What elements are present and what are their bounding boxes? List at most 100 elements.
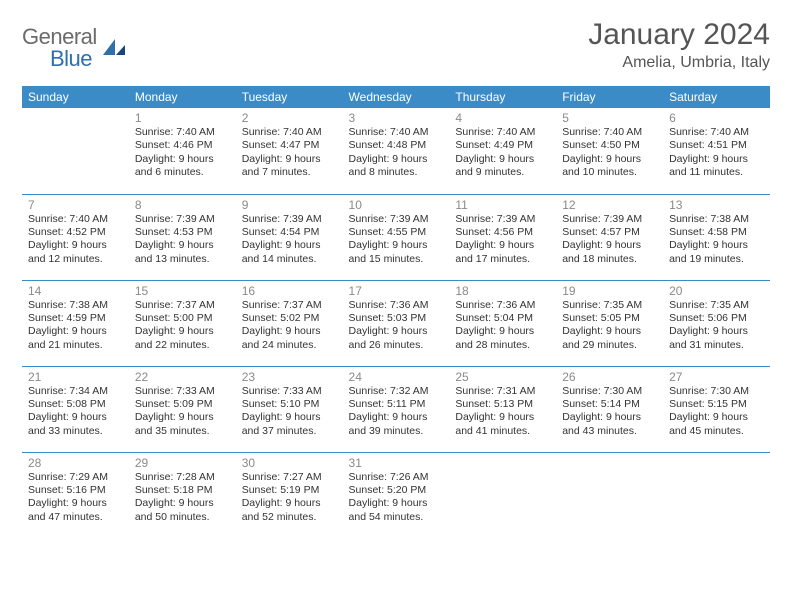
sunrise-line: Sunrise: 7:38 AM xyxy=(669,213,764,226)
daylight-line: and 7 minutes. xyxy=(242,166,337,179)
daylight-line: Daylight: 9 hours xyxy=(562,153,657,166)
daylight-line: and 26 minutes. xyxy=(349,339,444,352)
daylight-line: Daylight: 9 hours xyxy=(562,239,657,252)
sunrise-line: Sunrise: 7:29 AM xyxy=(28,471,123,484)
sunset-line: Sunset: 5:16 PM xyxy=(28,484,123,497)
daylight-line: Daylight: 9 hours xyxy=(28,325,123,338)
daylight-line: Daylight: 9 hours xyxy=(562,411,657,424)
calendar-day-cell: 10Sunrise: 7:39 AMSunset: 4:55 PMDayligh… xyxy=(343,194,450,280)
daylight-line: Daylight: 9 hours xyxy=(669,239,764,252)
daylight-line: Daylight: 9 hours xyxy=(135,411,230,424)
day-number: 19 xyxy=(562,284,657,298)
calendar-day-cell xyxy=(556,452,663,538)
day-number: 16 xyxy=(242,284,337,298)
sunrise-line: Sunrise: 7:39 AM xyxy=(242,213,337,226)
sunrise-line: Sunrise: 7:40 AM xyxy=(242,126,337,139)
daylight-line: Daylight: 9 hours xyxy=(242,153,337,166)
daylight-line: Daylight: 9 hours xyxy=(28,411,123,424)
daylight-line: Daylight: 9 hours xyxy=(562,325,657,338)
day-number: 5 xyxy=(562,111,657,125)
daylight-line: and 12 minutes. xyxy=(28,253,123,266)
month-title: January 2024 xyxy=(588,18,770,52)
calendar-week-row: 14Sunrise: 7:38 AMSunset: 4:59 PMDayligh… xyxy=(22,280,770,366)
sunset-line: Sunset: 5:13 PM xyxy=(455,398,550,411)
sunset-line: Sunset: 5:04 PM xyxy=(455,312,550,325)
daylight-line: Daylight: 9 hours xyxy=(135,497,230,510)
day-number: 28 xyxy=(28,456,123,470)
daylight-line: Daylight: 9 hours xyxy=(135,239,230,252)
daylight-line: and 22 minutes. xyxy=(135,339,230,352)
sunrise-line: Sunrise: 7:39 AM xyxy=(455,213,550,226)
daylight-line: Daylight: 9 hours xyxy=(349,325,444,338)
calendar-day-cell: 9Sunrise: 7:39 AMSunset: 4:54 PMDaylight… xyxy=(236,194,343,280)
location-label: Amelia, Umbria, Italy xyxy=(588,54,770,72)
sunset-line: Sunset: 4:47 PM xyxy=(242,139,337,152)
sunset-line: Sunset: 4:57 PM xyxy=(562,226,657,239)
daylight-line: and 50 minutes. xyxy=(135,511,230,524)
daylight-line: Daylight: 9 hours xyxy=(455,325,550,338)
sunrise-line: Sunrise: 7:35 AM xyxy=(562,299,657,312)
daylight-line: and 41 minutes. xyxy=(455,425,550,438)
daylight-line: and 33 minutes. xyxy=(28,425,123,438)
weekday-header: Friday xyxy=(556,86,663,108)
daylight-line: Daylight: 9 hours xyxy=(669,153,764,166)
sunset-line: Sunset: 4:56 PM xyxy=(455,226,550,239)
daylight-line: Daylight: 9 hours xyxy=(455,153,550,166)
daylight-line: and 13 minutes. xyxy=(135,253,230,266)
daylight-line: Daylight: 9 hours xyxy=(349,497,444,510)
daylight-line: Daylight: 9 hours xyxy=(135,153,230,166)
page-header: General Blue January 2024 Amelia, Umbria… xyxy=(22,18,770,76)
calendar-day-cell: 26Sunrise: 7:30 AMSunset: 5:14 PMDayligh… xyxy=(556,366,663,452)
daylight-line: and 31 minutes. xyxy=(669,339,764,352)
daylight-line: and 37 minutes. xyxy=(242,425,337,438)
calendar-day-cell: 22Sunrise: 7:33 AMSunset: 5:09 PMDayligh… xyxy=(129,366,236,452)
daylight-line: Daylight: 9 hours xyxy=(669,325,764,338)
sunrise-line: Sunrise: 7:39 AM xyxy=(562,213,657,226)
sunrise-line: Sunrise: 7:37 AM xyxy=(242,299,337,312)
sunset-line: Sunset: 4:54 PM xyxy=(242,226,337,239)
sunrise-line: Sunrise: 7:38 AM xyxy=(28,299,123,312)
sunrise-line: Sunrise: 7:36 AM xyxy=(349,299,444,312)
day-number: 9 xyxy=(242,198,337,212)
day-number: 27 xyxy=(669,370,764,384)
sunset-line: Sunset: 4:58 PM xyxy=(669,226,764,239)
calendar-week-row: 1Sunrise: 7:40 AMSunset: 4:46 PMDaylight… xyxy=(22,108,770,194)
calendar-day-cell: 8Sunrise: 7:39 AMSunset: 4:53 PMDaylight… xyxy=(129,194,236,280)
daylight-line: and 43 minutes. xyxy=(562,425,657,438)
sunrise-line: Sunrise: 7:37 AM xyxy=(135,299,230,312)
sunset-line: Sunset: 5:19 PM xyxy=(242,484,337,497)
daylight-line: and 19 minutes. xyxy=(669,253,764,266)
sunrise-line: Sunrise: 7:40 AM xyxy=(349,126,444,139)
daylight-line: and 14 minutes. xyxy=(242,253,337,266)
weekday-header: Wednesday xyxy=(343,86,450,108)
daylight-line: Daylight: 9 hours xyxy=(455,411,550,424)
day-number: 7 xyxy=(28,198,123,212)
sunset-line: Sunset: 4:48 PM xyxy=(349,139,444,152)
day-number: 30 xyxy=(242,456,337,470)
daylight-line: Daylight: 9 hours xyxy=(349,239,444,252)
calendar-header-row: Sunday Monday Tuesday Wednesday Thursday… xyxy=(22,86,770,108)
weekday-header: Tuesday xyxy=(236,86,343,108)
calendar-day-cell: 31Sunrise: 7:26 AMSunset: 5:20 PMDayligh… xyxy=(343,452,450,538)
calendar-day-cell: 28Sunrise: 7:29 AMSunset: 5:16 PMDayligh… xyxy=(22,452,129,538)
day-number: 25 xyxy=(455,370,550,384)
calendar-day-cell: 15Sunrise: 7:37 AMSunset: 5:00 PMDayligh… xyxy=(129,280,236,366)
day-number: 29 xyxy=(135,456,230,470)
day-number: 8 xyxy=(135,198,230,212)
daylight-line: and 8 minutes. xyxy=(349,166,444,179)
weekday-header: Thursday xyxy=(449,86,556,108)
day-number: 4 xyxy=(455,111,550,125)
sunset-line: Sunset: 4:51 PM xyxy=(669,139,764,152)
daylight-line: and 54 minutes. xyxy=(349,511,444,524)
calendar-day-cell: 5Sunrise: 7:40 AMSunset: 4:50 PMDaylight… xyxy=(556,108,663,194)
sunset-line: Sunset: 5:00 PM xyxy=(135,312,230,325)
day-number: 12 xyxy=(562,198,657,212)
day-number: 17 xyxy=(349,284,444,298)
calendar-day-cell: 21Sunrise: 7:34 AMSunset: 5:08 PMDayligh… xyxy=(22,366,129,452)
sunset-line: Sunset: 4:52 PM xyxy=(28,226,123,239)
calendar-week-row: 21Sunrise: 7:34 AMSunset: 5:08 PMDayligh… xyxy=(22,366,770,452)
sunrise-line: Sunrise: 7:34 AM xyxy=(28,385,123,398)
calendar-day-cell: 27Sunrise: 7:30 AMSunset: 5:15 PMDayligh… xyxy=(663,366,770,452)
daylight-line: and 9 minutes. xyxy=(455,166,550,179)
daylight-line: and 47 minutes. xyxy=(28,511,123,524)
